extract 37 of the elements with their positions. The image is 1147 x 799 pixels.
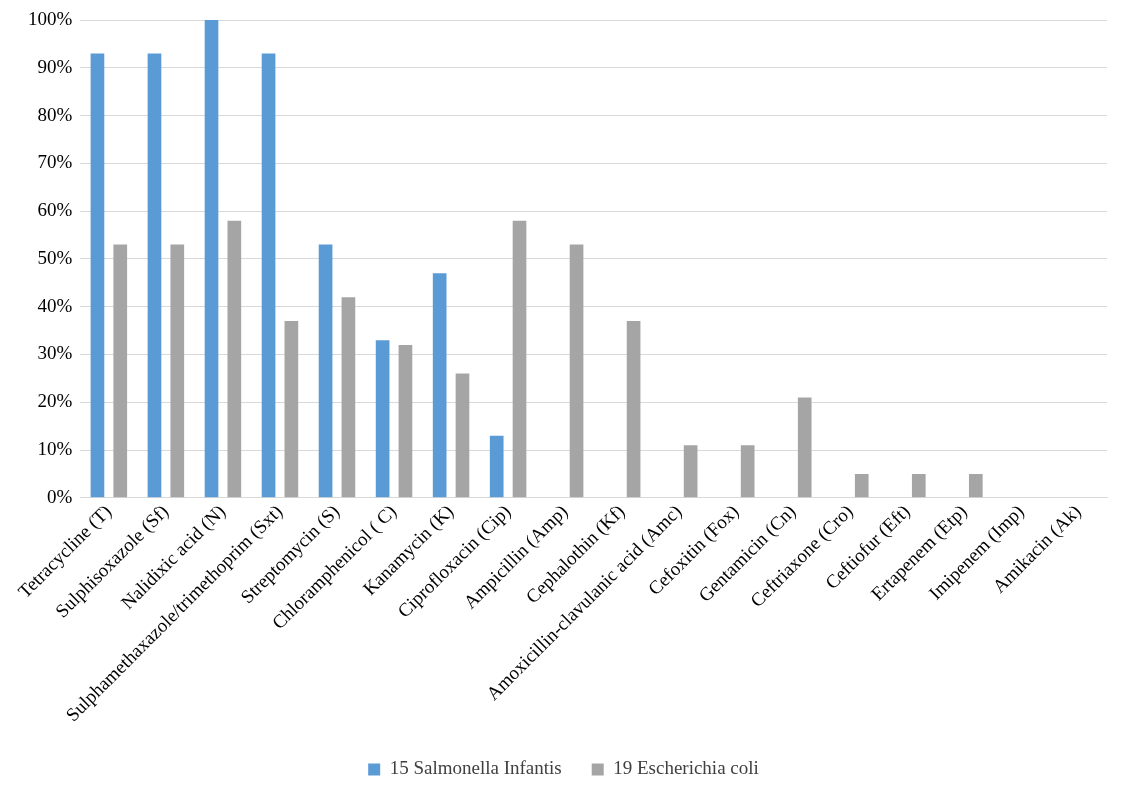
y-tick-label: 60%	[37, 199, 73, 221]
bar	[626, 321, 641, 498]
bar	[683, 445, 698, 498]
bar	[398, 344, 413, 498]
bar	[318, 244, 333, 498]
y-tick-label: 30%	[37, 342, 73, 364]
bar	[797, 397, 812, 498]
bar	[569, 244, 584, 498]
bar	[147, 53, 162, 498]
bar	[341, 297, 356, 498]
bar	[261, 53, 276, 498]
y-tick-label: 20%	[37, 390, 73, 412]
y-tick-label: 50%	[37, 246, 73, 268]
bar	[911, 473, 926, 498]
bar	[854, 473, 869, 498]
y-tick-label: 80%	[37, 103, 73, 125]
y-tick-label: 90%	[37, 55, 73, 77]
bar	[968, 473, 983, 498]
bar	[740, 445, 755, 498]
bar	[512, 220, 527, 498]
bar	[455, 373, 470, 498]
bar	[284, 321, 299, 498]
bar	[489, 435, 504, 498]
y-tick-label: 40%	[37, 294, 73, 316]
bar	[113, 244, 128, 498]
bar	[90, 53, 105, 498]
bar	[432, 273, 447, 498]
legend-label: 19 Escherichia coli	[613, 757, 759, 779]
bar	[375, 340, 390, 498]
bar	[170, 244, 185, 498]
y-tick-label: 100%	[28, 7, 73, 29]
bar	[204, 20, 219, 498]
y-tick-label: 0%	[47, 485, 73, 507]
bar	[227, 220, 242, 498]
y-tick-label: 70%	[37, 151, 73, 173]
legend-label: 15 Salmonella Infantis	[389, 757, 562, 779]
y-tick-label: 10%	[37, 438, 73, 460]
